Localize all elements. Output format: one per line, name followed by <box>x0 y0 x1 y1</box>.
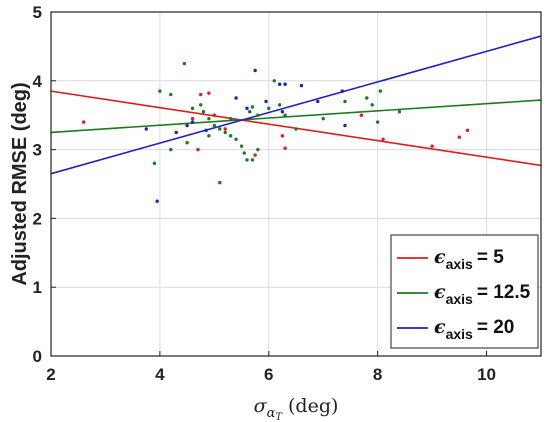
x-axis-label: σαT(deg) <box>254 395 339 422</box>
legend-entry: ϵaxis = 20 <box>434 316 514 342</box>
x-tick-label: 10 <box>477 365 496 384</box>
data-point-series-2 <box>169 147 173 152</box>
data-point-series-1 <box>253 153 257 157</box>
data-point-series-2 <box>245 158 249 162</box>
data-point-series-2 <box>152 161 157 166</box>
data-point-series-2 <box>228 134 233 138</box>
data-point-series-1 <box>199 92 203 97</box>
data-point-series-3 <box>144 127 148 131</box>
data-point-series-2 <box>158 89 162 93</box>
data-point-series-2 <box>239 144 244 148</box>
x-tick-label: 4 <box>155 365 165 384</box>
data-point-series-1 <box>359 113 364 117</box>
data-point-series-1 <box>81 120 86 124</box>
y-axis-label: Adjusted RMSE (deg) <box>9 82 31 285</box>
data-point-series-1 <box>457 135 462 139</box>
data-point-series-1 <box>381 137 385 141</box>
data-point-series-3 <box>277 82 282 86</box>
data-point-series-2 <box>375 120 380 124</box>
data-point-series-2 <box>199 103 203 107</box>
data-point-series-2 <box>228 116 233 121</box>
data-point-series-3 <box>204 128 208 133</box>
data-points <box>81 61 470 203</box>
data-point-series-3 <box>185 123 189 128</box>
data-point-series-2 <box>218 127 222 131</box>
data-point-series-3 <box>340 89 344 93</box>
data-point-series-2 <box>212 123 217 128</box>
data-point-series-3 <box>190 120 195 124</box>
data-point-series-2 <box>190 106 195 111</box>
legend-entry: ϵaxis = 5 <box>434 246 504 272</box>
data-point-series-3 <box>234 96 238 100</box>
data-point-series-3 <box>299 83 304 88</box>
data-point-series-2 <box>343 99 347 104</box>
data-point-series-2 <box>250 105 255 109</box>
data-point-series-2 <box>242 151 246 155</box>
data-point-series-2 <box>250 158 255 162</box>
data-point-series-2 <box>294 127 298 131</box>
data-point-series-3 <box>316 99 320 104</box>
tick-labels: 2 4 6 8 10 0 1 2 3 4 5 <box>33 3 496 384</box>
data-point-series-2 <box>248 110 252 114</box>
data-point-series-2 <box>207 116 211 121</box>
data-point-series-3 <box>283 82 287 86</box>
data-point-series-2 <box>378 89 383 93</box>
data-point-series-2 <box>267 106 271 111</box>
y-tick-label: 2 <box>33 209 42 228</box>
data-point-series-2 <box>207 134 211 138</box>
x-tick-label: 6 <box>264 365 273 384</box>
data-point-series-2 <box>321 116 325 121</box>
legend: ϵaxis = 5 ϵaxis = 12.5 ϵaxis = 20 <box>390 234 539 349</box>
fit-lines <box>50 35 542 175</box>
data-point-series-2 <box>218 180 222 185</box>
data-point-series-1 <box>430 144 434 148</box>
data-point-series-2 <box>365 96 369 100</box>
x-tick-label: 8 <box>373 365 382 384</box>
y-tick-label: 1 <box>33 278 42 297</box>
fit-line-series-2 <box>50 99 542 134</box>
data-point-series-3 <box>253 68 257 73</box>
data-point-series-2 <box>223 130 227 135</box>
data-point-series-1 <box>280 134 285 138</box>
y-tick-label: 4 <box>33 72 43 91</box>
data-point-series-3 <box>280 110 285 114</box>
data-point-series-2 <box>397 110 402 114</box>
data-point-series-2 <box>201 110 206 114</box>
grid <box>51 12 541 356</box>
fit-line-series-3 <box>50 35 542 175</box>
legend-entry: ϵaxis = 12.5 <box>434 281 531 307</box>
data-point-series-2 <box>272 79 276 83</box>
data-point-series-1 <box>465 128 470 133</box>
legend-box <box>390 234 539 349</box>
data-point-series-1 <box>283 146 287 150</box>
data-point-series-2 <box>370 103 374 107</box>
data-point-series-2 <box>256 113 260 117</box>
data-point-series-1 <box>196 147 200 152</box>
plot-frame <box>50 11 542 357</box>
data-point-series-1 <box>223 127 227 131</box>
data-point-series-2 <box>185 141 189 145</box>
data-point-series-2 <box>182 61 187 66</box>
y-tick-label: 5 <box>33 3 42 22</box>
data-point-series-3 <box>264 99 268 104</box>
data-point-series-3 <box>174 130 178 135</box>
data-point-series-1 <box>207 91 211 95</box>
data-point-series-2 <box>169 92 173 97</box>
data-point-series-3 <box>155 199 159 203</box>
data-point-series-3 <box>343 123 347 128</box>
data-point-series-1 <box>212 113 217 117</box>
y-tick-label: 3 <box>33 141 42 160</box>
data-point-series-2 <box>256 147 260 152</box>
data-point-series-3 <box>245 106 249 111</box>
data-point-series-2 <box>283 113 287 117</box>
x-tick-label: 2 <box>46 365 55 384</box>
y-tick-label: 0 <box>33 347 42 366</box>
data-point-series-2 <box>277 103 282 107</box>
data-point-series-1 <box>190 116 195 121</box>
data-point-series-2 <box>234 137 238 141</box>
